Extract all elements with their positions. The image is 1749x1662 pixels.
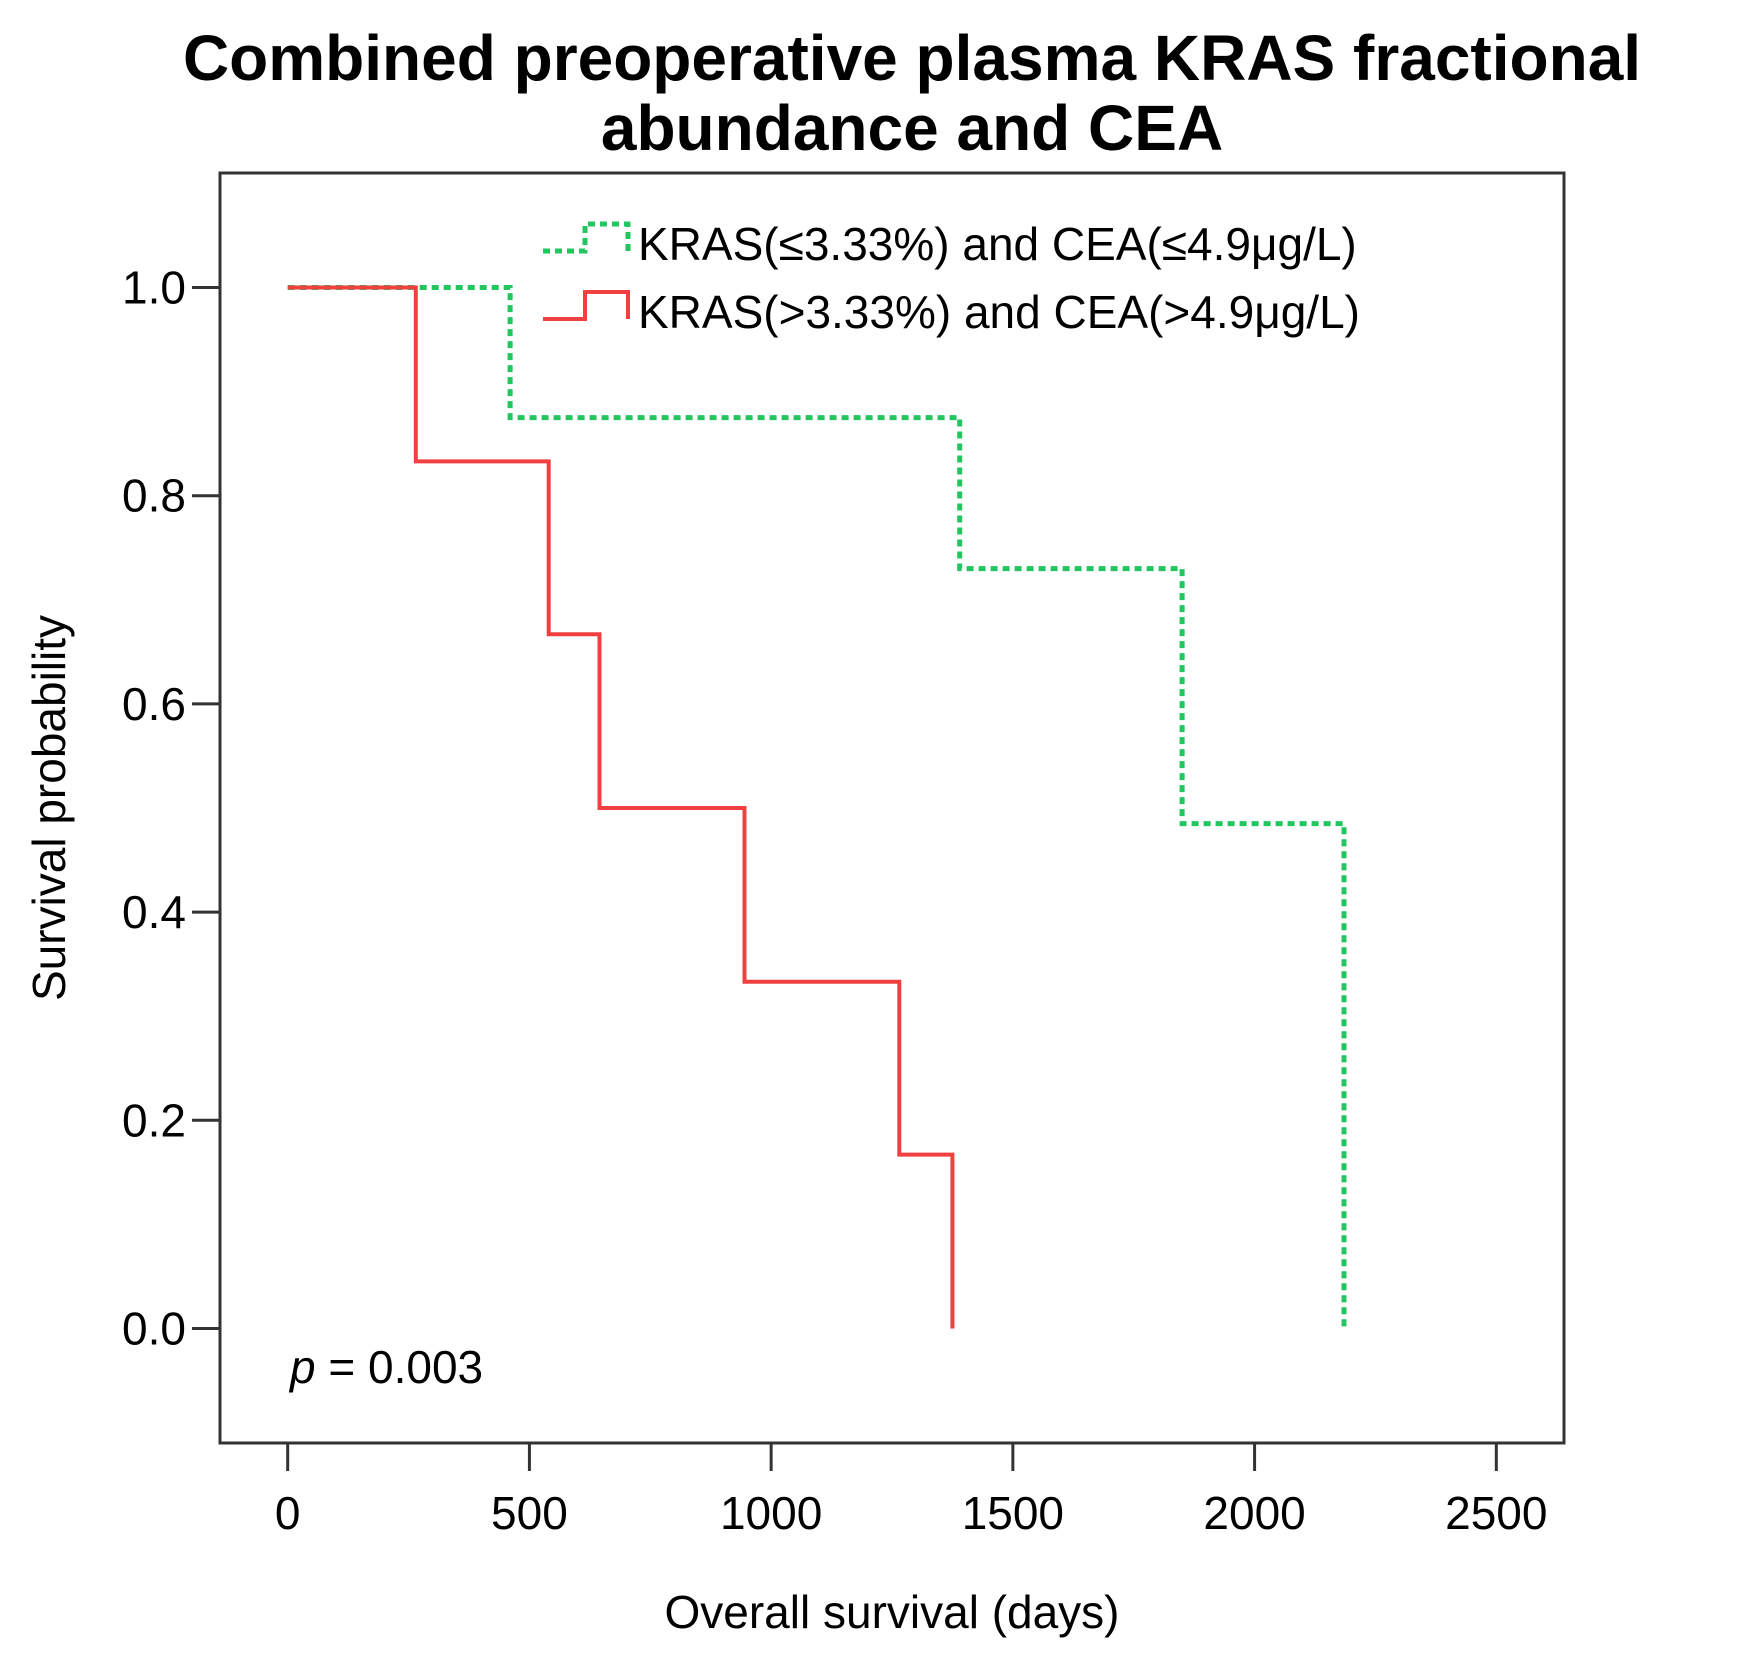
- y-tick-label: 0.2: [122, 1094, 186, 1146]
- legend-swatch-1: [543, 221, 631, 254]
- series-line-1: [287, 285, 1347, 1329]
- y-tick-label: 1.0: [122, 262, 186, 314]
- legend-label-1: KRAS(≤3.33%) and CEA(≤4.9μg/L): [638, 218, 1357, 270]
- plot-frame: [218, 171, 1566, 1445]
- x-tick-label: 1000: [720, 1487, 822, 1539]
- p-value-symbol: p: [288, 1341, 316, 1393]
- series-line-2: [287, 285, 955, 1329]
- p-value-annotation: p = 0.003: [288, 1341, 483, 1393]
- y-tick-label: 0.4: [122, 886, 186, 938]
- chart-title-line-1: Combined preoperative plasma KRAS fracti…: [183, 22, 1641, 94]
- y-tick-label: 0.8: [122, 470, 186, 522]
- legend: KRAS(≤3.33%) and CEA(≤4.9μg/L) KRAS(>3.33…: [543, 218, 1360, 338]
- p-value-text: = 0.003: [316, 1341, 484, 1393]
- x-axis-label: Overall survival (days): [665, 1586, 1120, 1638]
- y-axis-label: Survival probability: [23, 615, 75, 1001]
- x-axis: 0 500 1000 1500 2000 2500: [275, 1443, 1547, 1539]
- chart-title-line-2: abundance and CEA: [601, 92, 1223, 164]
- legend-swatch-2: [543, 290, 630, 321]
- x-tick-label: 500: [491, 1487, 568, 1539]
- legend-label-2: KRAS(>3.33%) and CEA(>4.9μg/L): [638, 286, 1360, 338]
- x-tick-label: 2000: [1203, 1487, 1305, 1539]
- y-tick-label: 0.6: [122, 678, 186, 730]
- x-tick-label: 2500: [1445, 1487, 1547, 1539]
- x-tick-label: 1500: [962, 1487, 1064, 1539]
- x-tick-label: 0: [275, 1487, 301, 1539]
- y-tick-label: 0.0: [122, 1302, 186, 1354]
- y-axis: 0.0 0.2 0.4 0.6 0.8 1.0: [122, 262, 220, 1354]
- series-lines: [287, 285, 1347, 1329]
